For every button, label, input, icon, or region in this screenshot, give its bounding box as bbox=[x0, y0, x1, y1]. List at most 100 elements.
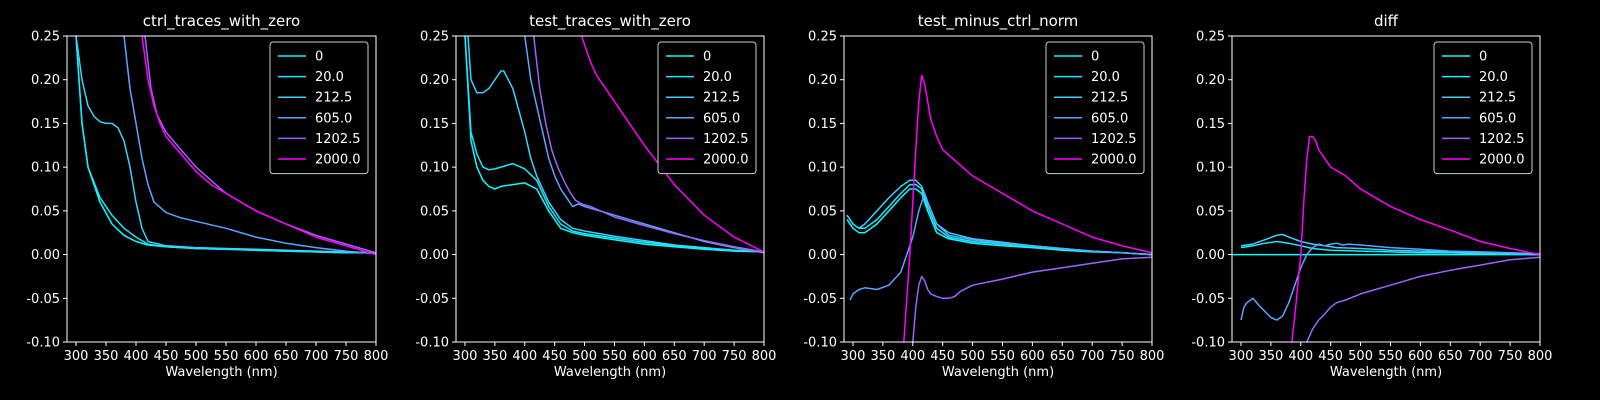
series-line-605-0 bbox=[1240, 242, 1540, 321]
x-tick-label: 400 bbox=[512, 349, 537, 364]
y-tick-label: 0.20 bbox=[808, 73, 837, 88]
x-tick-label: 450 bbox=[930, 349, 955, 364]
panel-title: test_traces_with_zero bbox=[529, 12, 691, 31]
legend-label: 20.0 bbox=[1479, 70, 1508, 85]
series-line-0 bbox=[464, 36, 764, 253]
x-tick-label: 400 bbox=[124, 349, 149, 364]
legend: 0 20.0 212.5 605.0 1202.5 2000.0 bbox=[269, 41, 369, 175]
x-tick-label: 500 bbox=[1348, 349, 1373, 364]
y-tick-label: 0.05 bbox=[1196, 204, 1225, 219]
axes-frame bbox=[1231, 35, 1541, 343]
x-tick-label: 800 bbox=[1140, 349, 1165, 364]
legend: 0 20.0 212.5 605.0 1202.5 2000.0 bbox=[1045, 41, 1145, 175]
x-tick-label: 750 bbox=[1110, 349, 1135, 364]
x-tick-label: 500 bbox=[960, 349, 985, 364]
y-tick-label: 0.10 bbox=[31, 161, 60, 176]
legend-label: 605.0 bbox=[1091, 111, 1128, 126]
legend-label: 20.0 bbox=[315, 70, 344, 85]
x-tick-label: 750 bbox=[1498, 349, 1523, 364]
x-tick-label: 550 bbox=[602, 349, 627, 364]
panel-title: ctrl_traces_with_zero bbox=[143, 12, 300, 31]
x-axis-label: Wavelength (nm) bbox=[165, 365, 277, 380]
plot-area bbox=[846, 74, 1152, 342]
x-tick-label: 550 bbox=[990, 349, 1015, 364]
legend-label: 1202.5 bbox=[1479, 132, 1525, 147]
x-tick-label: 500 bbox=[184, 349, 209, 364]
x-tick-label: 650 bbox=[1050, 349, 1075, 364]
series-line-605-0 bbox=[849, 192, 1152, 301]
y-tick-label: 0.25 bbox=[420, 30, 449, 45]
series-line-20-0 bbox=[1240, 240, 1540, 256]
series-line-1202-5 bbox=[912, 256, 1152, 342]
x-tick-label: 550 bbox=[214, 349, 239, 364]
legend-box bbox=[1045, 41, 1145, 175]
series-line-20-0 bbox=[464, 36, 764, 253]
x-tick-label: 400 bbox=[900, 349, 925, 364]
x-tick-label: 600 bbox=[244, 349, 269, 364]
y-tick-label: -0.05 bbox=[803, 292, 837, 307]
legend-label: 20.0 bbox=[703, 70, 732, 85]
x-tick-label: 550 bbox=[1378, 349, 1403, 364]
legend-label: 2000.0 bbox=[703, 153, 749, 168]
legend-label: 1202.5 bbox=[1091, 132, 1137, 147]
x-tick-label: 750 bbox=[722, 349, 747, 364]
y-tick-label: -0.05 bbox=[415, 292, 449, 307]
series-line-2000-0 bbox=[141, 36, 376, 256]
x-tick-label: 350 bbox=[94, 349, 119, 364]
x-tick-label: 800 bbox=[752, 349, 777, 364]
y-tick-label: 0.20 bbox=[1196, 73, 1225, 88]
legend-label: 605.0 bbox=[1479, 111, 1516, 126]
x-tick-label: 300 bbox=[64, 349, 89, 364]
y-tick-label: 0.15 bbox=[808, 117, 837, 132]
x-tick-label: 600 bbox=[632, 349, 657, 364]
series-line-1202-5 bbox=[532, 36, 764, 253]
y-tick-label: 0.00 bbox=[31, 248, 60, 263]
y-tick-label: 0.15 bbox=[1196, 117, 1225, 132]
y-tick-label: -0.05 bbox=[1191, 292, 1225, 307]
x-tick-label: 350 bbox=[482, 349, 507, 364]
panel-test-traces: test_traces_with_zero Wavelength (nm) 30… bbox=[415, 12, 776, 380]
legend-box bbox=[657, 41, 757, 175]
series-line-2000-0 bbox=[903, 74, 1152, 342]
y-tick-label: 0.25 bbox=[1196, 30, 1225, 45]
x-tick-label: 300 bbox=[453, 349, 478, 364]
legend-label: 2000.0 bbox=[1479, 153, 1525, 168]
series-line-1202-5 bbox=[1306, 256, 1540, 342]
y-tick-label: 0.00 bbox=[420, 248, 449, 263]
axes-frame bbox=[66, 35, 377, 343]
legend-label: 0 bbox=[703, 50, 711, 65]
series-line-212-5 bbox=[75, 36, 376, 254]
x-tick-label: 700 bbox=[304, 349, 329, 364]
panel-test-minus-ctrl: test_minus_ctrl_norm Wavelength (nm) 300… bbox=[803, 12, 1164, 380]
x-tick-label: 700 bbox=[692, 349, 717, 364]
y-tick-label: 0.15 bbox=[420, 117, 449, 132]
series-line-2000-0 bbox=[1291, 135, 1540, 342]
legend-box bbox=[1433, 41, 1533, 175]
y-tick-label: 0.25 bbox=[808, 30, 837, 45]
x-tick-label: 300 bbox=[1229, 349, 1254, 364]
axes-frame bbox=[455, 35, 765, 343]
y-tick-label: 0.00 bbox=[808, 248, 837, 263]
y-tick-label: 0.05 bbox=[808, 204, 837, 219]
legend-label: 2000.0 bbox=[315, 153, 361, 168]
y-tick-label: -0.10 bbox=[26, 336, 60, 351]
panel-ctrl-traces: ctrl_traces_with_zero Wavelength (nm) 30… bbox=[26, 12, 388, 380]
legend-label: 1202.5 bbox=[703, 132, 749, 147]
legend: 0 20.0 212.5 605.0 1202.5 2000.0 bbox=[657, 41, 757, 175]
legend-label: 0 bbox=[1479, 50, 1487, 65]
series-line-605-0 bbox=[123, 36, 376, 255]
legend-box bbox=[269, 41, 369, 175]
x-tick-label: 800 bbox=[364, 349, 389, 364]
x-tick-label: 450 bbox=[1318, 349, 1343, 364]
plot-area bbox=[1232, 135, 1540, 342]
y-tick-label: 0.25 bbox=[31, 30, 60, 45]
y-tick-label: -0.10 bbox=[803, 336, 837, 351]
legend-label: 605.0 bbox=[315, 111, 352, 126]
legend: 0 20.0 212.5 605.0 1202.5 2000.0 bbox=[1433, 41, 1533, 175]
legend-label: 20.0 bbox=[1091, 70, 1120, 85]
x-tick-label: 650 bbox=[274, 349, 299, 364]
y-tick-label: 0.10 bbox=[808, 161, 837, 176]
panel-title: test_minus_ctrl_norm bbox=[918, 12, 1079, 31]
